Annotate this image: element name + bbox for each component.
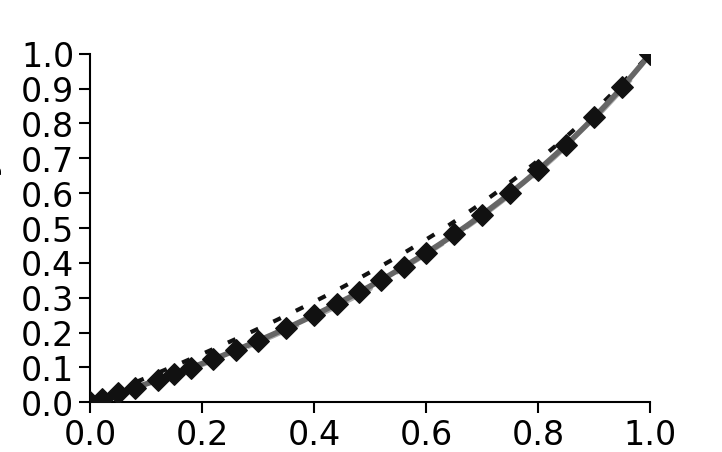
Point: [168, 371, 180, 378]
Point: [253, 337, 264, 344]
Point: [532, 167, 544, 174]
Point: [331, 301, 342, 308]
Point: [644, 51, 656, 58]
Point: [448, 231, 460, 238]
Point: [588, 114, 600, 121]
Point: [113, 390, 124, 397]
Point: [84, 399, 96, 406]
Point: [398, 264, 409, 271]
Point: [504, 190, 516, 197]
Point: [280, 325, 292, 332]
Y-axis label: Probability $Q_1$: Probability $Q_1$: [0, 95, 4, 362]
Point: [616, 84, 627, 91]
Point: [230, 347, 242, 354]
Point: [129, 384, 141, 391]
Point: [477, 211, 488, 218]
Point: [152, 377, 163, 384]
Point: [420, 250, 432, 257]
Point: [560, 141, 572, 149]
Point: [375, 276, 387, 283]
Point: [308, 312, 320, 319]
Point: [353, 289, 365, 296]
Point: [208, 356, 219, 363]
Point: [185, 364, 196, 372]
Point: [95, 395, 108, 402]
